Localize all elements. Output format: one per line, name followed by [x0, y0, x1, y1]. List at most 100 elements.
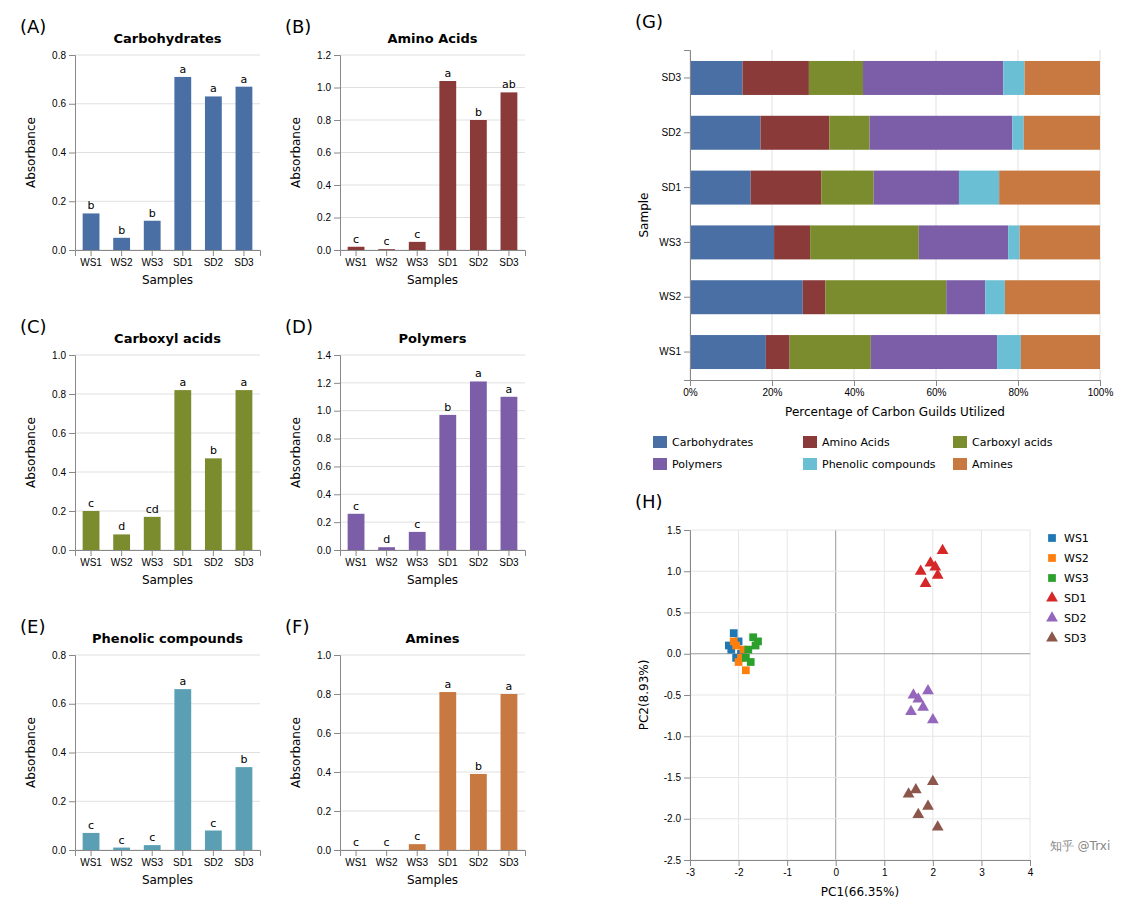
y-tick: 0.5: [667, 607, 690, 618]
x-axis-title: Samples: [142, 273, 193, 287]
significance-letter: d: [383, 533, 390, 546]
grid: [75, 655, 260, 850]
bar: [205, 458, 222, 550]
x-tick-label: SD3: [234, 857, 254, 868]
y-tick-label: -2.5: [664, 855, 682, 866]
bar-segment: [1005, 280, 1100, 314]
y-tick-label: -1.0: [664, 731, 682, 742]
bar-segment: [774, 225, 810, 259]
x-tick: WS3: [141, 850, 163, 868]
y-tick: 0.2: [52, 506, 75, 517]
y-tick-mark: [334, 55, 340, 56]
y-tick-label: 0.4: [317, 180, 331, 191]
y-tick: WS3: [659, 237, 690, 248]
bar: [378, 547, 395, 550]
y-tick-label: 0.4: [317, 489, 331, 500]
y-tick: 0.6: [317, 461, 340, 472]
bar-segment: [997, 335, 1021, 369]
x-tick-label: -3: [686, 867, 695, 878]
bar-segment: [863, 61, 1003, 95]
legend-label: SD1: [1064, 592, 1086, 605]
x-tick: 2: [931, 860, 937, 878]
x-tick: SD3: [234, 850, 254, 868]
bar: [470, 120, 487, 250]
y-tick-mark: [69, 753, 75, 754]
y-tick-mark: [684, 819, 690, 820]
point: [910, 783, 922, 793]
y-tick-label: 0.2: [317, 806, 331, 817]
x-tick: WS1: [80, 250, 102, 268]
x-tick: SD1: [438, 850, 458, 868]
x-tick-mark: [152, 850, 153, 856]
y-tick-mark: [334, 655, 340, 656]
legend-item: Polymers: [653, 458, 723, 471]
y-tick-label: SD1: [662, 182, 682, 193]
x-tick-mark: [417, 850, 418, 856]
y-tick-mark: [334, 850, 340, 851]
bar-segment: [761, 116, 830, 150]
y-tick-label: 1.0: [317, 82, 331, 93]
y-tick-mark: [684, 352, 690, 353]
y-tick-label: 0.2: [317, 517, 331, 528]
bar: [501, 694, 518, 850]
x-tick-mark: [121, 250, 122, 256]
legend-label: Polymers: [672, 458, 723, 471]
y-tick-mark: [684, 860, 690, 861]
grid-line: [340, 355, 525, 356]
grid-line: [75, 394, 260, 395]
x-tick-label: SD2: [469, 557, 489, 568]
x-tick-label: WS3: [141, 557, 163, 568]
x-tick: SD2: [204, 850, 224, 868]
legend-item: WS2: [1048, 552, 1089, 565]
bar-segment: [985, 280, 1005, 314]
grid-line: [340, 120, 525, 121]
chart-title: Carboxyl acids: [114, 331, 221, 346]
bar-segment: [742, 61, 808, 95]
y-axis-title: Absorbance: [289, 117, 303, 188]
grid-line: [75, 152, 260, 153]
bar-segment: [1003, 61, 1024, 95]
x-tick: 60%: [926, 380, 946, 398]
bar-segment: [690, 280, 803, 314]
legend-item: Amino Acids: [803, 436, 890, 449]
y-tick-label: SD2: [662, 127, 682, 138]
x-tick-label: SD1: [438, 857, 458, 868]
grid-line: [75, 703, 260, 704]
point: [744, 646, 752, 654]
x-axis-line: [691, 381, 1101, 387]
bar: [83, 833, 100, 850]
x-axis-title: Samples: [142, 573, 193, 587]
y-tick-label: 0.0: [317, 845, 331, 856]
y-tick: 1.0: [317, 82, 340, 93]
grid-line: [75, 55, 260, 56]
x-tick-mark: [936, 380, 937, 386]
scatter-panel: -3-2-101234-2.5-2.0-1.5-1.0-0.50.00.51.0…: [635, 491, 1110, 899]
bar: [174, 390, 191, 550]
x-tick-label: 3: [979, 867, 985, 878]
y-tick-label: 0.8: [52, 389, 66, 400]
x-tick-label: WS3: [141, 857, 163, 868]
grid-line: [340, 655, 525, 656]
bar-segment: [690, 116, 761, 150]
panel-label: (A): [20, 16, 46, 37]
y-tick: 0.0: [317, 545, 340, 556]
x-axis: WS1WS2WS3SD1SD2SD3: [76, 250, 261, 268]
grid-line: [340, 466, 525, 467]
y-tick-mark: [69, 153, 75, 154]
point: [922, 800, 934, 810]
significance-letter: c: [384, 836, 390, 849]
point: [922, 684, 934, 694]
y-axis: 0.00.20.40.60.81.01.21.4: [317, 350, 340, 556]
y-axis-line: [334, 656, 341, 851]
x-tick-label: 0: [833, 867, 839, 878]
y-tick-label: 0.4: [317, 767, 331, 778]
y-tick: 0.0: [667, 648, 690, 659]
point-series: [742, 633, 762, 665]
panel-label: (H): [635, 491, 663, 512]
y-tick: SD1: [662, 182, 690, 193]
x-tick-mark: [121, 850, 122, 856]
x-tick: SD2: [469, 550, 489, 568]
bar-segment: [871, 335, 997, 369]
bar-segment: [690, 171, 751, 205]
y-tick-mark: [334, 355, 340, 356]
